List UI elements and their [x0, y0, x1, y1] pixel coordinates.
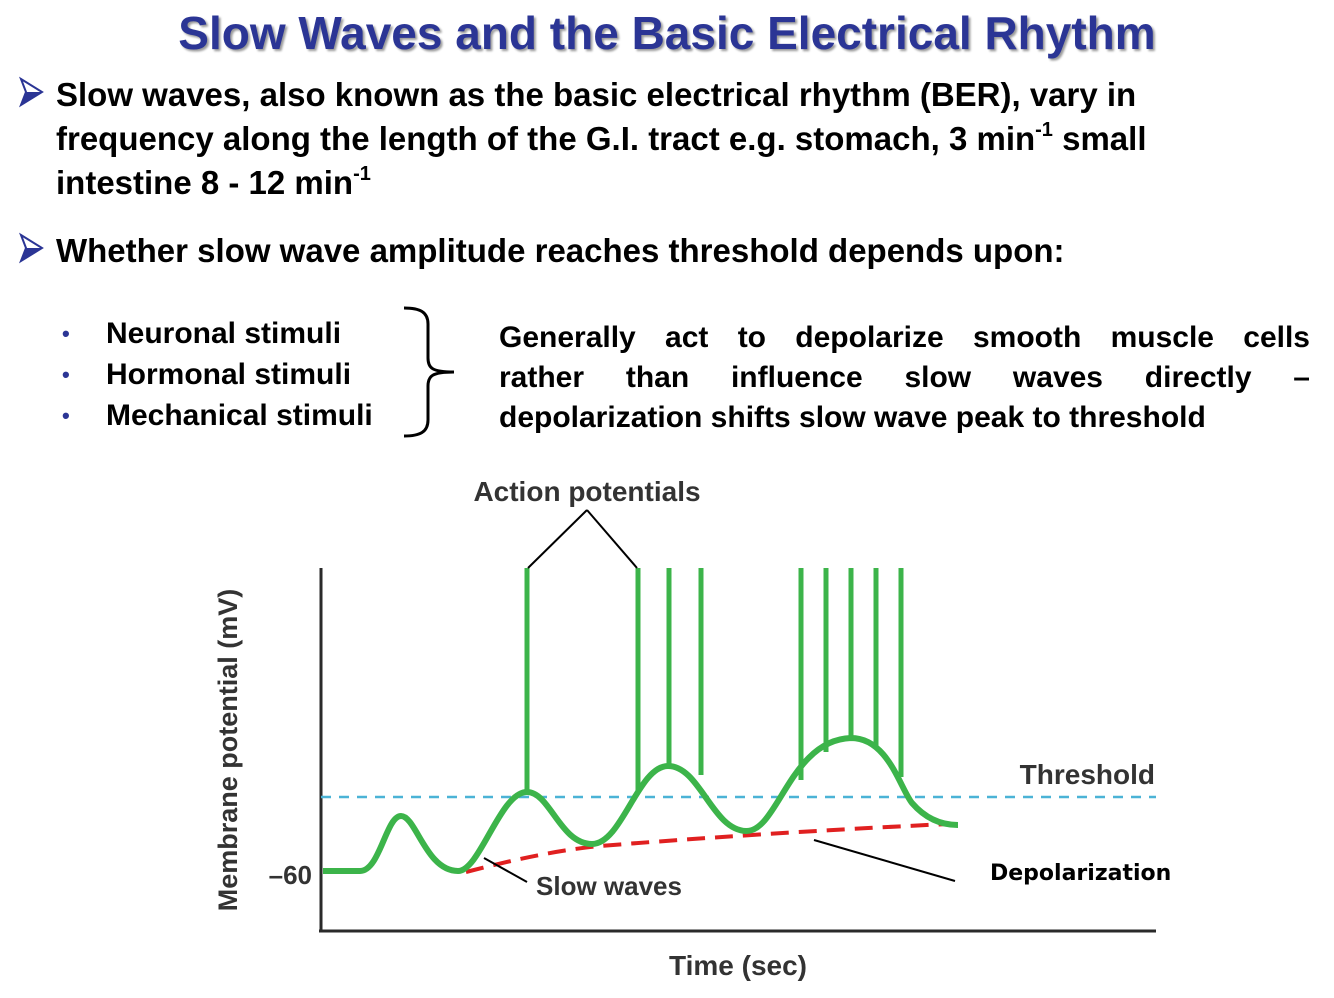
bullet-slow-waves-frequency: Slow waves, also known as the basic elec… [18, 73, 1318, 213]
bullet-line: frequency along the length of the G.I. t… [56, 119, 1147, 157]
slow-waves-label: Slow waves [536, 871, 682, 901]
bullet-dot-icon: • [62, 362, 70, 387]
list-item: • Neuronal stimuli [62, 314, 422, 355]
list-item: • Hormonal stimuli [62, 355, 422, 396]
slow-wave-diagram: Action potentials Threshold Slow waves D… [213, 476, 1171, 981]
effect-line: Generally act to depolarize smooth muscl… [499, 321, 1310, 354]
stimuli-list: • Neuronal stimuli • Hormonal stimuli • Mec… [62, 314, 422, 437]
action-potential-spikes [524, 568, 904, 792]
action-potentials-label: Action potentials [473, 476, 700, 507]
bullet-text: Whether slow wave amplitude reaches thre… [56, 229, 1065, 273]
bullet-text: Slow waves, also known as the basic elec… [56, 73, 1147, 205]
arrow-bullet-icon [19, 232, 44, 264]
x-axis-label: Time (sec) [669, 950, 807, 981]
effect-line: rather than influence slow waves directl… [499, 361, 1310, 394]
depolarization-callout-line [813, 839, 956, 882]
bullet-dot-icon: • [62, 321, 70, 346]
slow-wave-trace [323, 735, 959, 874]
curly-brace-icon [403, 306, 455, 438]
effect-line: depolarization shifts slow wave peak to … [499, 401, 1206, 434]
action-potentials-callout-line [586, 509, 638, 569]
bullet-threshold-dependency: Whether slow wave amplitude reaches thre… [18, 229, 1318, 275]
list-item: • Mechanical stimuli [62, 396, 422, 437]
depolarization-line [465, 822, 949, 874]
superscript: -1 [1035, 119, 1053, 141]
resting-potential-tick-label: –60 [269, 860, 312, 890]
slow-waves-callout-line [483, 857, 528, 883]
slide-title: Slow Waves and the Basic Electrical Rhyt… [178, 7, 1156, 59]
bullet-dot-icon: • [62, 403, 70, 428]
action-potentials-callout-line [527, 509, 588, 569]
bullet-line: Slow waves, also known as the basic elec… [56, 76, 1137, 113]
depolarization-label: Depolarization [990, 861, 1171, 886]
arrow-bullet-icon [19, 76, 44, 108]
threshold-label: Threshold [1020, 759, 1155, 790]
stimuli-effect-text: Generally act to depolarize smooth muscl… [499, 318, 1310, 438]
bullet-line: intestine 8 - 12 min-1 [56, 163, 371, 201]
y-axis-label: Membrane potential (mV) [213, 589, 243, 912]
bullet-line: Whether slow wave amplitude reaches thre… [56, 232, 1065, 269]
superscript: -1 [353, 163, 371, 185]
